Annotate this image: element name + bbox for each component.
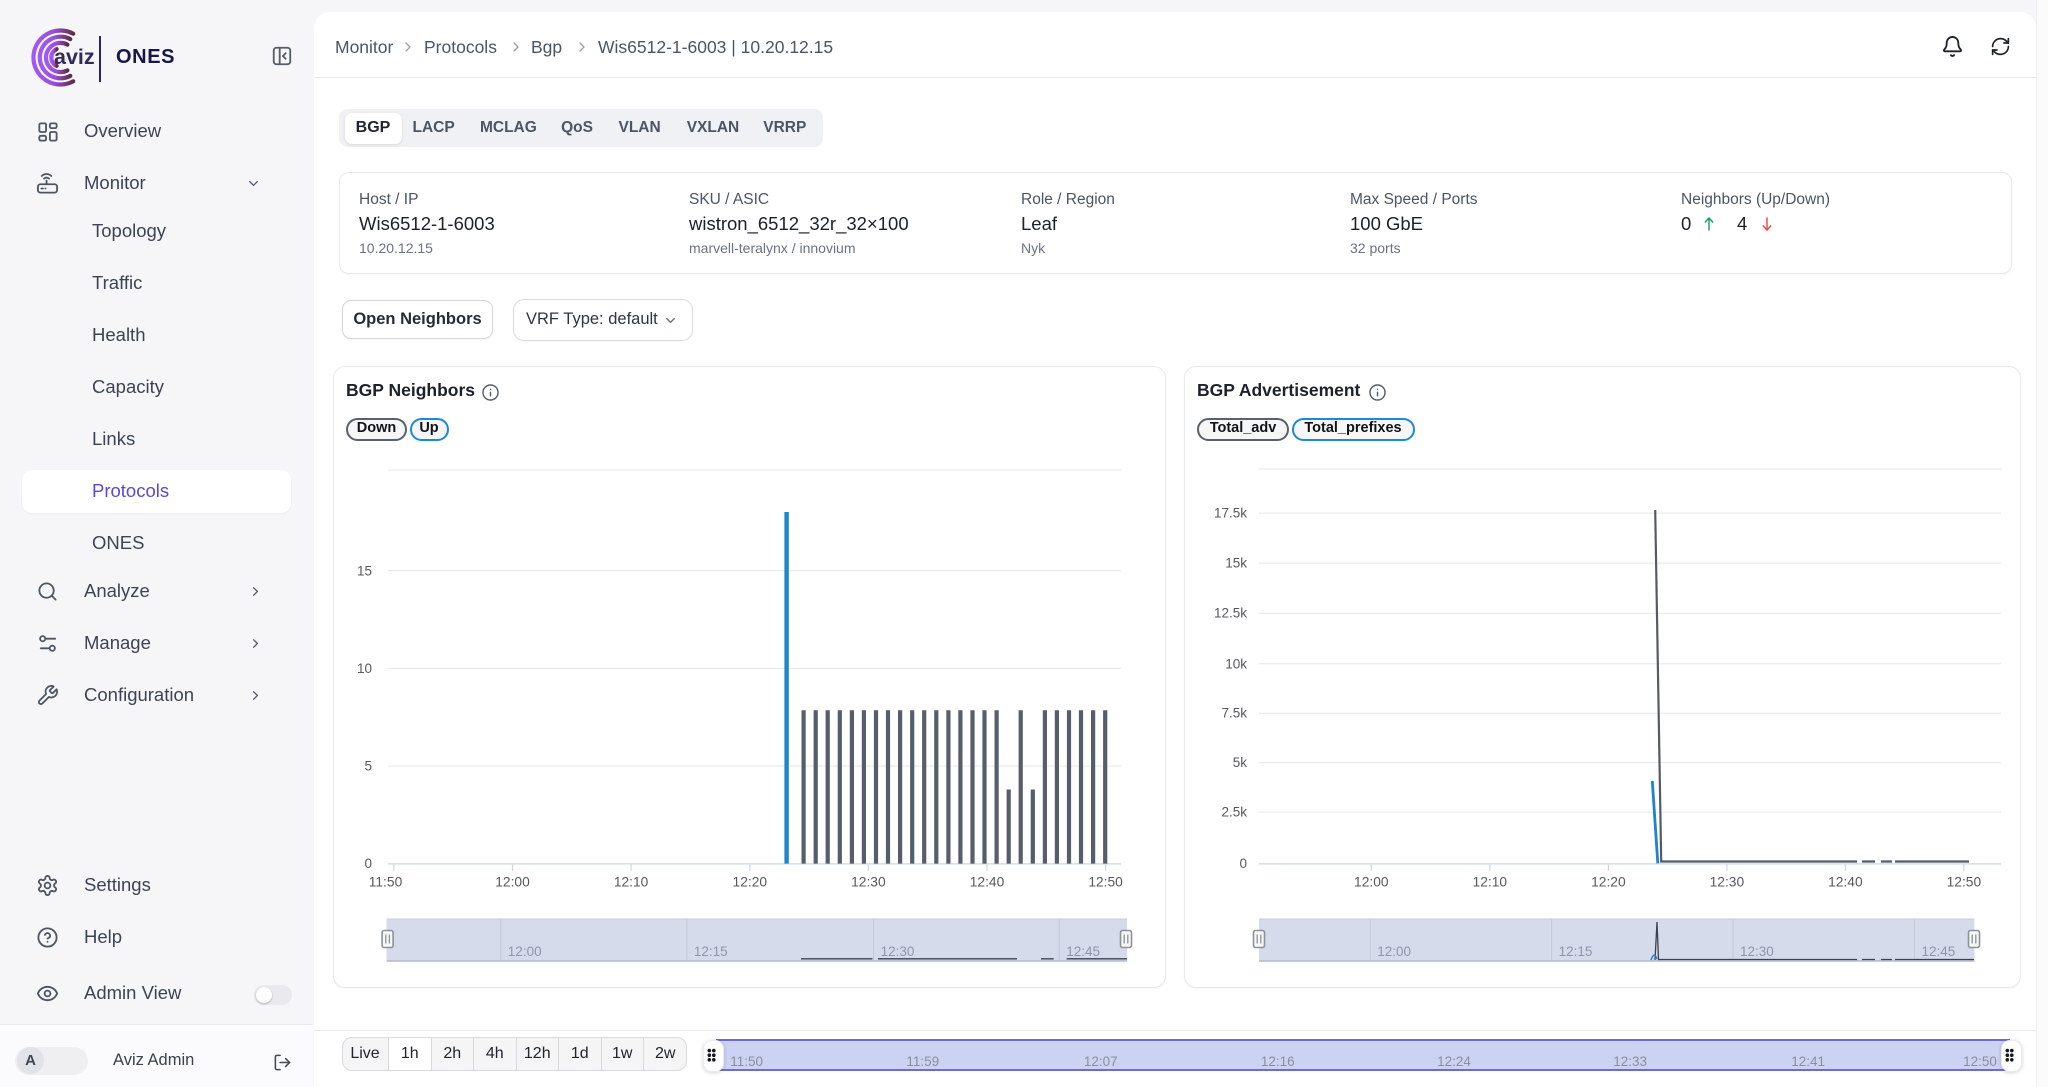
svg-text:12:40: 12:40 bbox=[1828, 875, 1863, 890]
svg-text:10: 10 bbox=[357, 661, 372, 676]
svg-text:12:30: 12:30 bbox=[851, 875, 886, 890]
svg-text:12:00: 12:00 bbox=[508, 944, 542, 959]
svg-text:2.5k: 2.5k bbox=[1221, 805, 1247, 820]
svg-text:11:50: 11:50 bbox=[369, 875, 403, 890]
svg-text:12:40: 12:40 bbox=[970, 875, 1005, 890]
svg-text:0: 0 bbox=[1239, 856, 1247, 871]
svg-text:7.5k: 7.5k bbox=[1221, 706, 1247, 721]
svg-text:15: 15 bbox=[357, 563, 372, 578]
svg-text:10k: 10k bbox=[1225, 656, 1247, 671]
svg-text:12:00: 12:00 bbox=[1354, 875, 1389, 890]
svg-text:12:45: 12:45 bbox=[1922, 944, 1956, 959]
svg-text:17.5k: 17.5k bbox=[1214, 506, 1247, 521]
svg-text:5: 5 bbox=[364, 759, 372, 774]
svg-text:12.5k: 12.5k bbox=[1214, 606, 1247, 621]
svg-text:15k: 15k bbox=[1225, 556, 1247, 571]
svg-text:5k: 5k bbox=[1233, 755, 1248, 770]
svg-text:12:00: 12:00 bbox=[495, 875, 530, 890]
svg-text:12:30: 12:30 bbox=[1740, 944, 1774, 959]
svg-text:12:10: 12:10 bbox=[1473, 875, 1508, 890]
svg-text:12:45: 12:45 bbox=[1066, 944, 1100, 959]
svg-text:12:15: 12:15 bbox=[694, 944, 728, 959]
svg-text:12:30: 12:30 bbox=[1710, 875, 1745, 890]
svg-text:12:10: 12:10 bbox=[614, 875, 649, 890]
svg-text:12:00: 12:00 bbox=[1377, 944, 1411, 959]
svg-text:0: 0 bbox=[364, 856, 372, 871]
svg-text:12:20: 12:20 bbox=[1591, 875, 1626, 890]
svg-text:12:50: 12:50 bbox=[1947, 875, 1982, 890]
svg-text:12:15: 12:15 bbox=[1559, 944, 1593, 959]
svg-text:12:30: 12:30 bbox=[881, 944, 915, 959]
svg-text:12:20: 12:20 bbox=[733, 875, 768, 890]
svg-text:12:50: 12:50 bbox=[1088, 875, 1123, 890]
